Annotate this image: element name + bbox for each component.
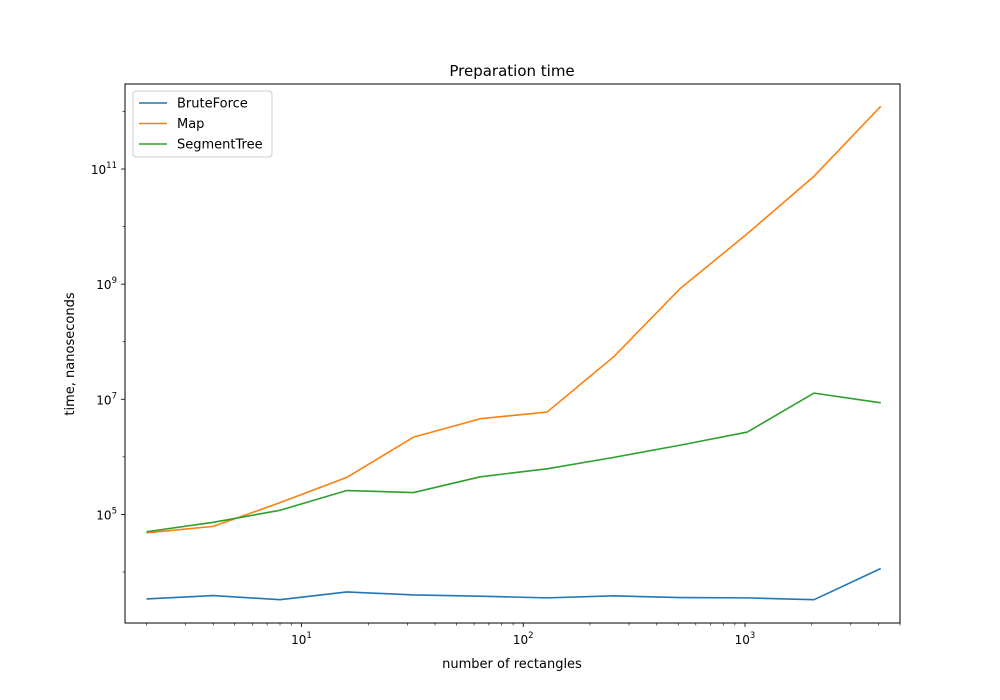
y-axis-label: time, nanoseconds (63, 292, 78, 415)
legend-label-bruteforce: BruteForce (177, 97, 248, 112)
series-line-map (146, 105, 882, 534)
y-tick-label: 1011 (91, 161, 117, 177)
plot-area-frame (124, 83, 901, 624)
series-line-segmenttree (146, 392, 881, 533)
legend-label-map: Map (177, 117, 204, 132)
x-tick-label: 101 (291, 631, 312, 647)
y-tick-label: 105 (96, 506, 117, 522)
chart-title: Preparation time (449, 62, 574, 80)
legend: BruteForce Map SegmentTree (132, 90, 273, 158)
y-tick-label: 107 (96, 391, 117, 407)
series-line-bruteforce (146, 567, 882, 601)
series-layer (146, 105, 882, 601)
ticks-layer: 101 102 103 105 107 109 1011 (91, 111, 901, 647)
legend-frame (132, 90, 273, 158)
x-tick-label: 103 (735, 631, 756, 647)
legend-label-segmenttree: SegmentTree (177, 138, 263, 153)
x-axis-label: number of rectangles (442, 657, 582, 672)
x-tick-label: 102 (513, 631, 534, 647)
y-tick-label: 109 (96, 276, 117, 292)
